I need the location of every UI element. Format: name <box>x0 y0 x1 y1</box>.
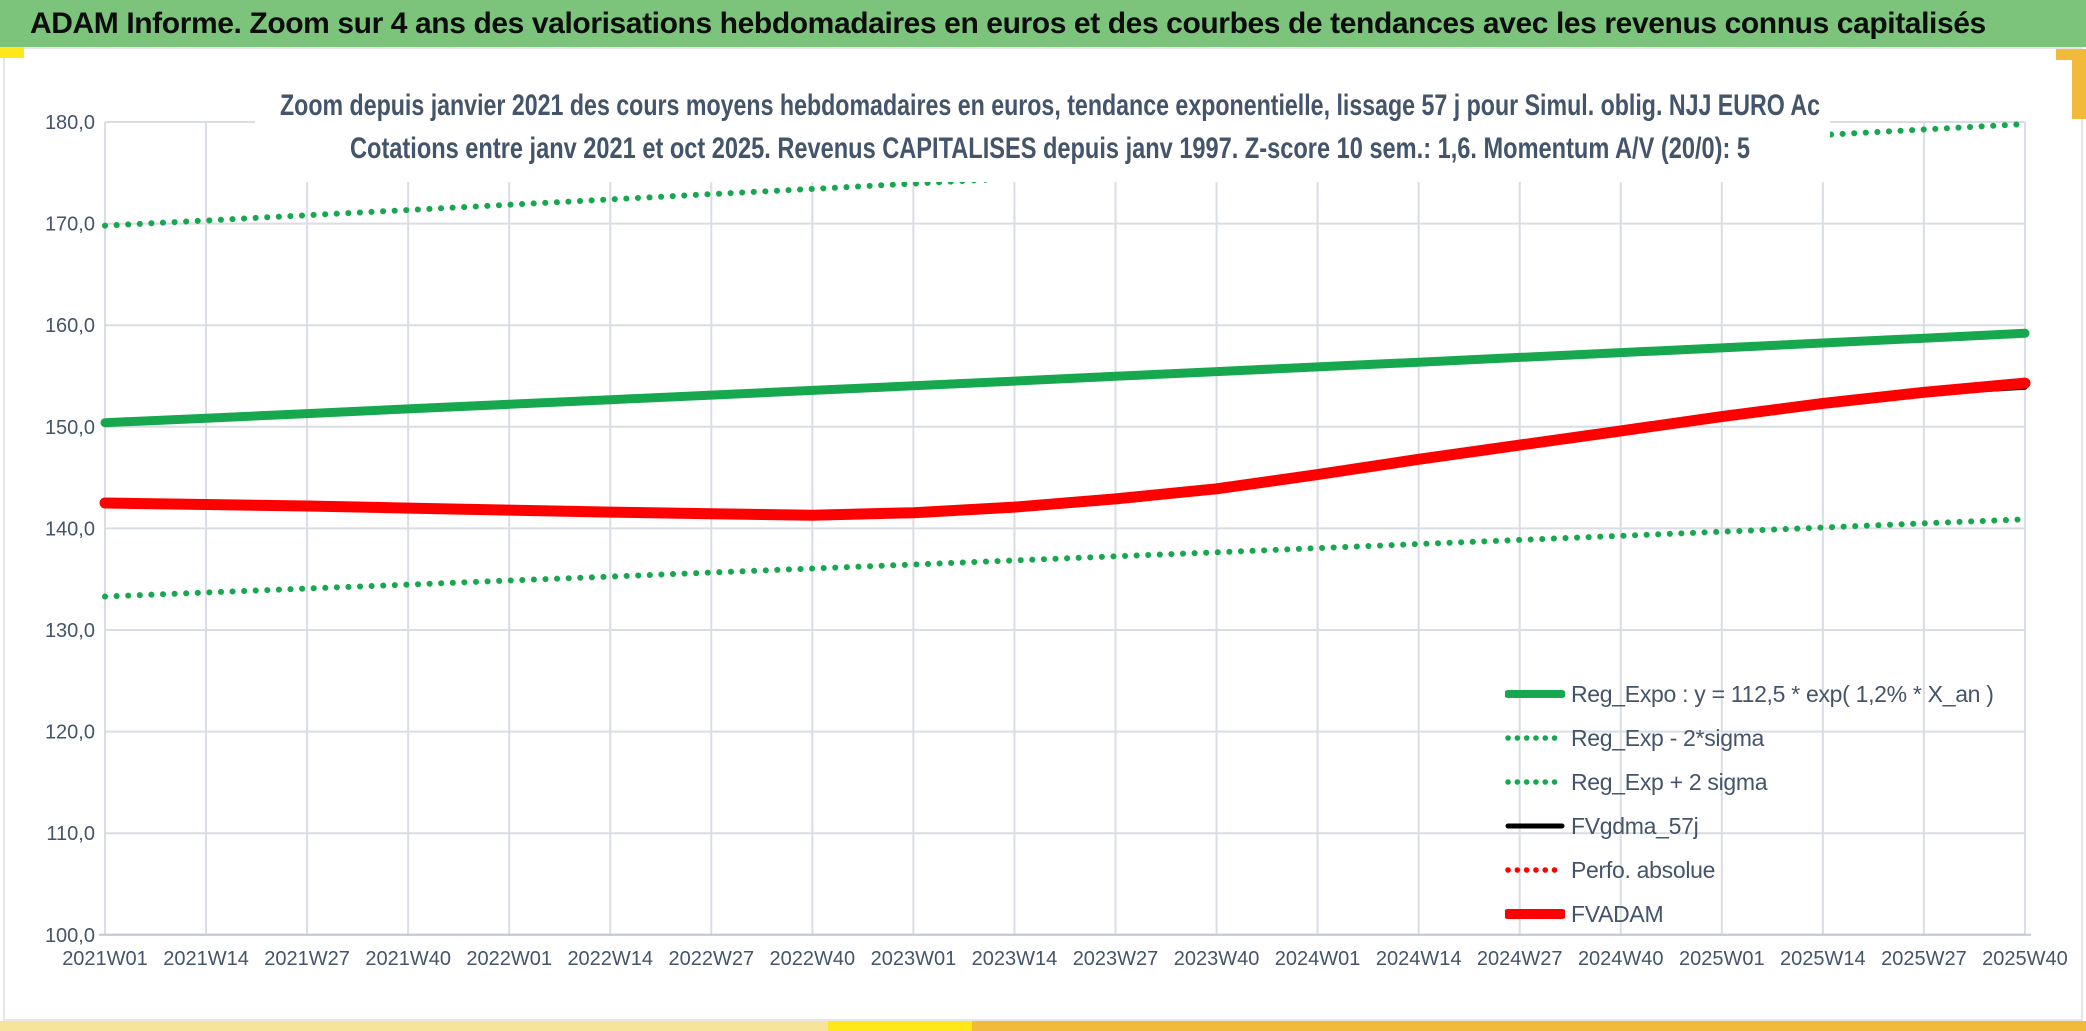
header-bar: ADAM Informe. Zoom sur 4 ans des valoris… <box>0 0 2086 47</box>
legend-label: Perfo. absolue <box>1571 856 1716 883</box>
gold-accent-top-left <box>0 47 24 58</box>
legend-swatch <box>1505 867 1565 873</box>
legend-label: Reg_Expo : y = 112,5 * exp( 1,2% * X_an … <box>1571 680 1994 707</box>
legend-swatch <box>1505 823 1565 829</box>
y-tick-label: 110,0 <box>46 823 95 845</box>
x-tick-label: 2021W27 <box>264 948 350 970</box>
y-tick-label: 120,0 <box>45 722 95 744</box>
legend-item: Reg_Exp + 2 sigma <box>1505 760 1994 804</box>
page-title: ADAM Informe. Zoom sur 4 ans des valoris… <box>30 6 1986 40</box>
gold-accent-bottom-pale <box>0 1021 828 1031</box>
legend-swatch <box>1505 690 1565 698</box>
x-tick-label: 2025W14 <box>1780 948 1866 970</box>
legend-item: FVADAM <box>1505 892 1994 936</box>
chart-legend: Reg_Expo : y = 112,5 * exp( 1,2% * X_an … <box>1505 672 1994 936</box>
x-tick-label: 2023W01 <box>871 948 957 970</box>
x-tick-label: 2022W40 <box>770 948 856 970</box>
x-tick-label: 2024W14 <box>1376 948 1462 970</box>
y-tick-label: 140,0 <box>45 518 95 540</box>
x-tick-label: 2025W40 <box>1982 948 2068 970</box>
x-tick-label: 2021W40 <box>365 948 451 970</box>
x-tick-label: 2023W27 <box>1073 948 1159 970</box>
legend-label: Reg_Exp + 2 sigma <box>1571 768 1768 795</box>
x-tick-label: 2023W14 <box>972 948 1058 970</box>
legend-swatch <box>1505 909 1565 919</box>
x-tick-label: 2022W27 <box>668 948 754 970</box>
y-tick-label: 160,0 <box>45 315 95 337</box>
x-tick-label: 2023W40 <box>1174 948 1260 970</box>
series-line <box>102 380 2028 518</box>
chart-title-line1: Zoom depuis janvier 2021 des cours moyen… <box>280 89 1820 122</box>
legend-swatch <box>1505 779 1565 785</box>
y-tick-label: 130,0 <box>45 620 95 642</box>
legend-label: Reg_Exp - 2*sigma <box>1571 724 1765 751</box>
series-line <box>102 516 2028 600</box>
y-tick-label: 170,0 <box>45 214 95 236</box>
legend-swatch <box>1505 735 1565 741</box>
x-tick-label: 2024W27 <box>1477 948 1563 970</box>
gold-accent-top-right <box>2056 49 2086 60</box>
title-background <box>255 70 1830 182</box>
legend-item: Reg_Expo : y = 112,5 * exp( 1,2% * X_an … <box>1505 672 1994 716</box>
x-tick-label: 2022W01 <box>466 948 552 970</box>
legend-item: FVgdma_57j <box>1505 804 1994 848</box>
gold-accent-bottom-strip <box>0 1021 2086 1031</box>
y-tick-label: 150,0 <box>45 417 95 439</box>
legend-label: FVgdma_57j <box>1571 812 1699 839</box>
chart-frame <box>3 47 2083 1021</box>
x-tick-label: 2021W01 <box>62 948 148 970</box>
y-tick-label: 100,0 <box>45 925 95 947</box>
x-tick-label: 2021W14 <box>163 948 249 970</box>
series-line <box>100 328 2030 428</box>
chart-plot-area: Zoom depuis janvier 2021 des cours moyen… <box>45 70 2068 970</box>
x-tick-label: 2024W40 <box>1578 948 1664 970</box>
chart-title-line2: Cotations entre janv 2021 et oct 2025. R… <box>350 132 1750 165</box>
legend-label: FVADAM <box>1571 900 1664 927</box>
x-tick-label: 2025W27 <box>1881 948 1967 970</box>
gold-accent-right-edge <box>2072 49 2086 119</box>
gold-accent-bottom-bright <box>828 1021 972 1031</box>
x-tick-label: 2025W01 <box>1679 948 1765 970</box>
series-line <box>99 377 2031 521</box>
x-tick-label: 2024W01 <box>1275 948 1361 970</box>
x-tick-label: 2022W14 <box>567 948 653 970</box>
y-tick-label: 180,0 <box>45 112 95 134</box>
legend-item: Perfo. absolue <box>1505 848 1994 892</box>
legend-item: Reg_Exp - 2*sigma <box>1505 716 1994 760</box>
